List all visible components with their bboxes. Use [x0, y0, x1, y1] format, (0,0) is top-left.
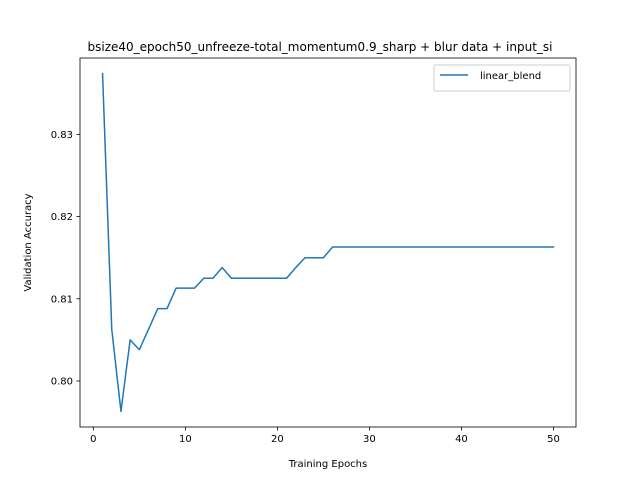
- chart-title: bsize40_epoch50_unfreeze-total_momentum0…: [88, 40, 553, 54]
- legend: linear_blend: [433, 64, 571, 92]
- x-tick-label: 20: [271, 434, 284, 445]
- y-tick-label: 0.83: [51, 130, 73, 141]
- plot-data-layer: [101, 72, 555, 413]
- y-tick-label: 0.82: [51, 212, 73, 223]
- x-tick-label: 50: [547, 434, 560, 445]
- y-tick-label: 0.80: [51, 376, 73, 387]
- y-tick-label: 0.81: [51, 294, 73, 305]
- x-axis-label: Training Epochs: [288, 459, 367, 470]
- legend-label-linear-blend: linear_blend: [480, 71, 541, 82]
- series-line-linear-blend: [101, 72, 555, 413]
- x-tick-label: 0: [90, 434, 96, 445]
- x-tick-label: 10: [179, 434, 192, 445]
- y-axis-ticks: 0.80 0.81 0.82 0.83: [51, 130, 80, 387]
- plot-area-frame: [79, 57, 577, 428]
- x-tick-label: 40: [455, 434, 468, 445]
- x-axis-ticks: 0 10 20 30 40 50: [90, 427, 560, 445]
- y-axis-label: Validation Accuracy: [23, 193, 34, 291]
- x-tick-label: 30: [363, 434, 376, 445]
- legend-box: [433, 64, 571, 92]
